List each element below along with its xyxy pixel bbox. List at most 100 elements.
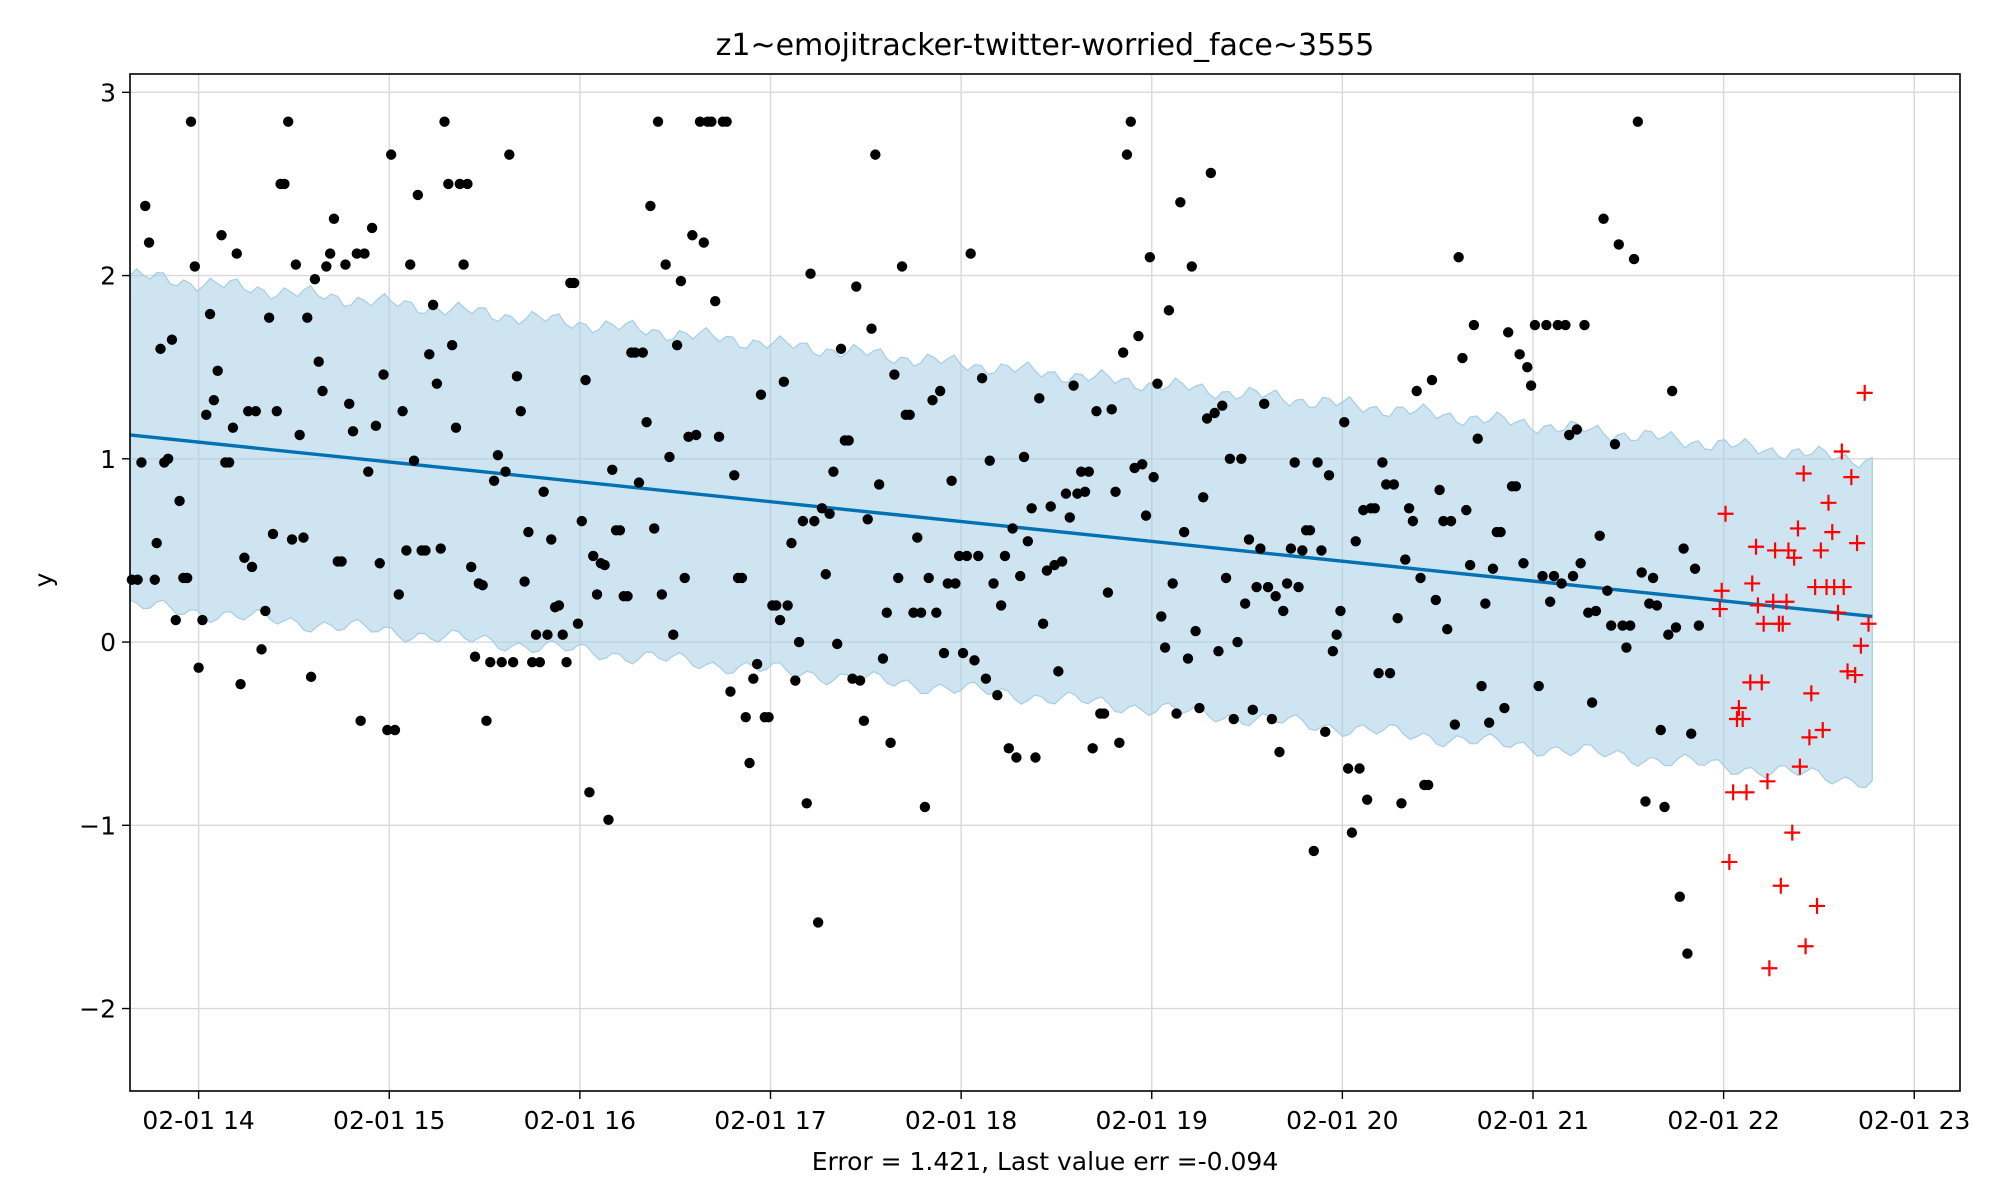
observed-point: [649, 523, 660, 534]
observed-point: [431, 378, 443, 389]
observed-point: [957, 647, 969, 659]
observed-point: [893, 572, 904, 584]
x-tick-label: 02-01 17: [714, 1106, 826, 1135]
observed-point: [401, 545, 412, 556]
observed-point: [439, 116, 450, 127]
observed-point: [1304, 525, 1316, 536]
observed-point: [231, 248, 242, 259]
forecast-point: [1789, 520, 1806, 537]
observed-point: [858, 715, 870, 727]
observed-point: [1605, 620, 1617, 631]
observed-point: [481, 715, 492, 727]
observed-point: [942, 578, 953, 589]
observed-point: [828, 466, 839, 477]
observed-point: [687, 230, 698, 241]
observed-point: [1030, 752, 1041, 763]
observed-point: [671, 340, 683, 351]
observed-point: [359, 248, 370, 259]
observed-point: [1487, 563, 1499, 574]
forecast-point: [1795, 465, 1812, 482]
observed-point: [851, 281, 862, 292]
observed-point: [1083, 466, 1095, 477]
observed-point: [751, 658, 763, 670]
trend-line-layer: [129, 433, 1873, 619]
observed-point: [378, 369, 389, 380]
observed-point: [1655, 724, 1666, 736]
observed-point: [976, 372, 988, 384]
observed-point: [1613, 239, 1624, 250]
observed-point: [170, 614, 181, 626]
observed-point: [656, 589, 668, 600]
observed-point: [1579, 319, 1590, 331]
observed-point: [584, 787, 595, 798]
observed-point: [242, 405, 254, 417]
observed-point: [1140, 510, 1152, 521]
x-tick-label: 02-01 15: [333, 1106, 445, 1135]
observed-point: [774, 614, 786, 626]
observed-point: [588, 550, 599, 562]
observed-point: [809, 515, 820, 527]
observed-point: [805, 268, 816, 279]
observed-point: [580, 374, 591, 386]
forecast-point: [1809, 897, 1826, 914]
observed-point: [641, 416, 652, 428]
observed-point: [260, 605, 271, 617]
forecast-point: [1839, 663, 1856, 680]
observed-point: [1575, 558, 1586, 569]
observed-point: [166, 334, 178, 345]
observed-point: [1339, 416, 1350, 428]
observed-point: [1361, 794, 1373, 805]
observed-point: [801, 798, 812, 809]
observed-point: [1274, 746, 1285, 758]
observed-point: [1342, 763, 1354, 774]
observed-point: [162, 453, 174, 465]
observed-point: [370, 420, 382, 432]
observed-point: [923, 572, 934, 584]
observed-point: [988, 578, 999, 589]
observed-point: [919, 801, 931, 813]
observed-point: [992, 689, 1003, 701]
forecast-point: [1824, 524, 1841, 541]
forecast-point: [1772, 877, 1789, 894]
observed-point: [1178, 526, 1190, 538]
observed-point: [140, 200, 151, 212]
forecast-point: [1738, 784, 1755, 801]
observed-point: [1281, 578, 1293, 589]
observed-point: [1186, 261, 1197, 272]
observed-point: [385, 149, 397, 160]
observed-point: [393, 589, 404, 600]
observed-point: [1666, 385, 1678, 397]
observed-point: [443, 178, 454, 190]
observed-point: [740, 711, 751, 723]
observed-point: [912, 532, 923, 543]
forecast-point: [1713, 582, 1730, 599]
observed-point: [351, 248, 363, 259]
observed-point: [1068, 380, 1079, 391]
observed-point: [862, 514, 873, 525]
observed-point: [283, 116, 294, 127]
observed-point: [778, 376, 790, 388]
observed-point: [1525, 380, 1537, 391]
observed-point: [1449, 719, 1461, 730]
observed-point: [317, 385, 328, 397]
observed-point: [546, 534, 557, 545]
observed-point: [1567, 570, 1579, 582]
observed-point: [1503, 327, 1514, 338]
observed-point: [1312, 457, 1323, 468]
observed-point: [1659, 801, 1670, 813]
observed-point: [435, 543, 446, 554]
observed-point: [1015, 570, 1026, 582]
observed-point: [336, 556, 347, 567]
observed-point: [1464, 559, 1476, 571]
observed-point: [1125, 116, 1136, 127]
observed-point: [446, 340, 458, 351]
observed-point: [629, 347, 641, 358]
observed-point: [1098, 708, 1110, 719]
observed-point: [576, 515, 587, 527]
observed-point: [197, 614, 208, 626]
observed-point: [694, 116, 706, 127]
observed-point: [458, 259, 469, 270]
x-tick-label: 02-01 14: [142, 1106, 254, 1135]
forecast-point: [1749, 597, 1766, 614]
